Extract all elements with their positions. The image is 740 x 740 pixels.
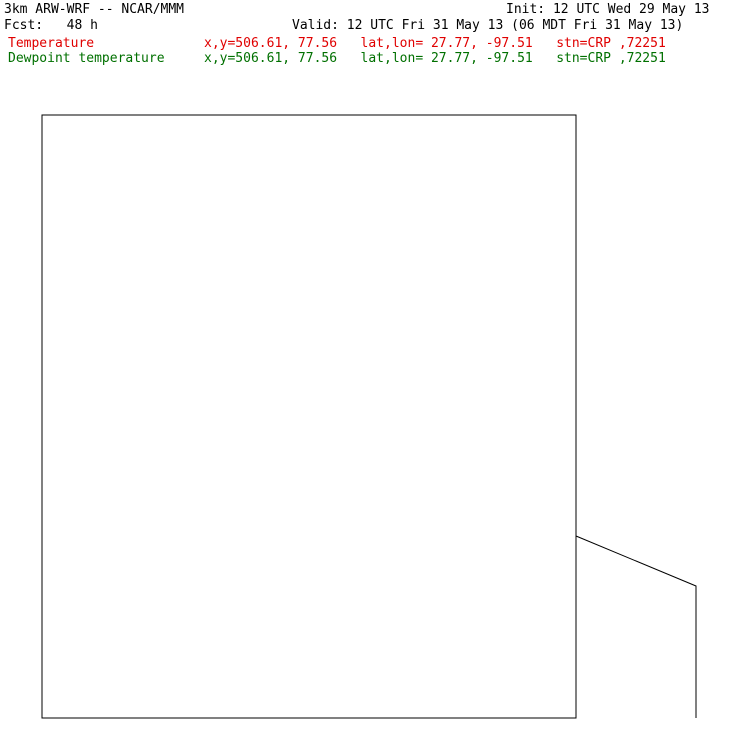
dewpoint-legend-info: x,y=506.61, 77.56 lat,lon= 27.77, -97.51… [204, 51, 666, 66]
plot-right-boundary [575, 535, 697, 718]
init-time: Init: 12 UTC Wed 29 May 13 [506, 2, 710, 17]
diagram-background [41, 114, 697, 719]
forecast-hour: Fcst: 48 h [4, 18, 98, 33]
temperature-legend-label: Temperature [8, 36, 95, 51]
temperature-legend-info: x,y=506.61, 77.56 lat,lon= 27.77, -97.51… [204, 36, 666, 51]
valid-time: Valid: 12 UTC Fri 31 May 13 (06 MDT Fri … [292, 18, 684, 33]
model-title: 3km ARW-WRF -- NCAR/MMM [4, 2, 185, 17]
plot-frame [41, 114, 577, 719]
dewpoint-legend-label: Dewpoint temperature [8, 51, 165, 66]
